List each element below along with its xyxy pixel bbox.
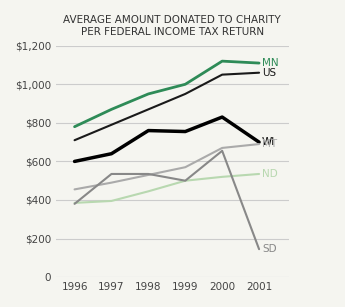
Title: AVERAGE AMOUNT DONATED TO CHARITY
PER FEDERAL INCOME TAX RETURN: AVERAGE AMOUNT DONATED TO CHARITY PER FE… [63, 15, 281, 37]
Text: MT: MT [262, 139, 277, 149]
Text: SD: SD [262, 244, 277, 254]
Text: WI: WI [262, 137, 275, 147]
Text: US: US [262, 68, 276, 78]
Text: ND: ND [262, 169, 278, 179]
Text: MN: MN [262, 58, 279, 68]
